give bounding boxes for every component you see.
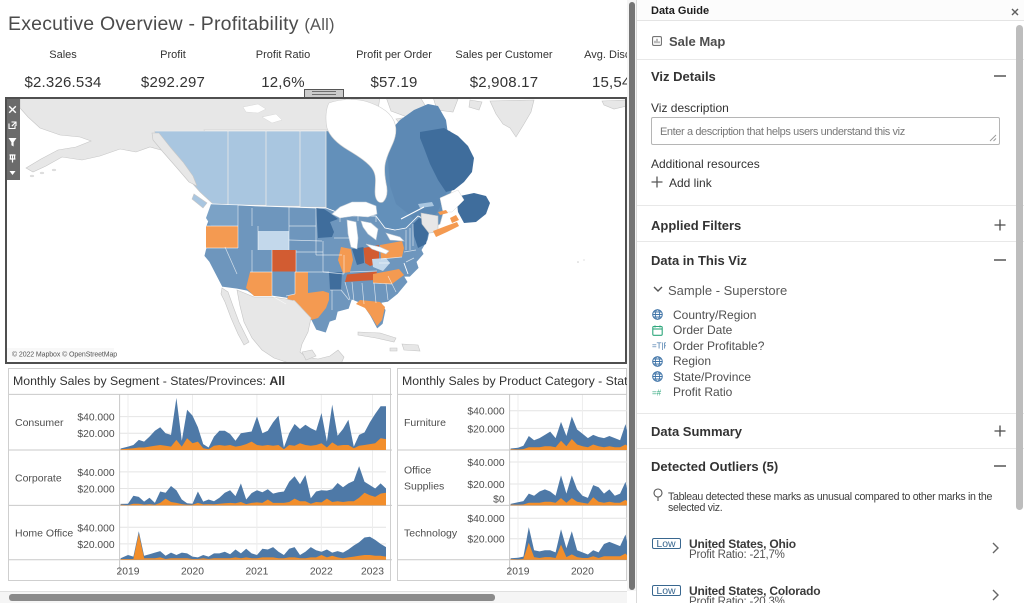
svg-text:Corporate: Corporate	[15, 473, 62, 485]
svg-text:$40.000: $40.000	[77, 468, 114, 479]
svg-text:Furniture: Furniture	[404, 417, 446, 429]
svg-text:$20.000: $20.000	[467, 424, 504, 435]
svg-text:$40.000: $40.000	[467, 458, 504, 469]
svg-text:2020: 2020	[571, 567, 594, 578]
svg-text:2019: 2019	[117, 567, 140, 578]
svg-text:Consumer: Consumer	[15, 417, 64, 429]
svg-text:Technology: Technology	[404, 528, 458, 540]
svg-text:$40.000: $40.000	[467, 514, 504, 525]
svg-text:$20.000: $20.000	[77, 540, 114, 551]
svg-text:$0: $0	[493, 494, 505, 505]
svg-text:2021: 2021	[245, 567, 268, 578]
svg-text:2023: 2023	[361, 567, 384, 578]
svg-text:=#: =#	[652, 388, 662, 397]
svg-text:© 2022 Mapbox © OpenStreetMap: © 2022 Mapbox © OpenStreetMap	[12, 351, 117, 359]
svg-text:Supplies: Supplies	[404, 481, 444, 493]
svg-text:=T|F: =T|F	[652, 342, 666, 351]
svg-text:$20.000: $20.000	[467, 480, 504, 491]
svg-text:$20.000: $20.000	[467, 535, 504, 546]
svg-text:$40.000: $40.000	[77, 523, 114, 534]
svg-text:2020: 2020	[181, 567, 204, 578]
svg-text:$40.000: $40.000	[467, 407, 504, 418]
svg-text:$40.000: $40.000	[77, 413, 114, 424]
svg-text:Office: Office	[404, 465, 431, 477]
svg-text:$20.000: $20.000	[77, 485, 114, 496]
svg-text:2022: 2022	[310, 567, 333, 578]
svg-text:2019: 2019	[507, 567, 530, 578]
svg-text:$20.000: $20.000	[77, 429, 114, 440]
svg-text:Home Office: Home Office	[15, 528, 73, 540]
